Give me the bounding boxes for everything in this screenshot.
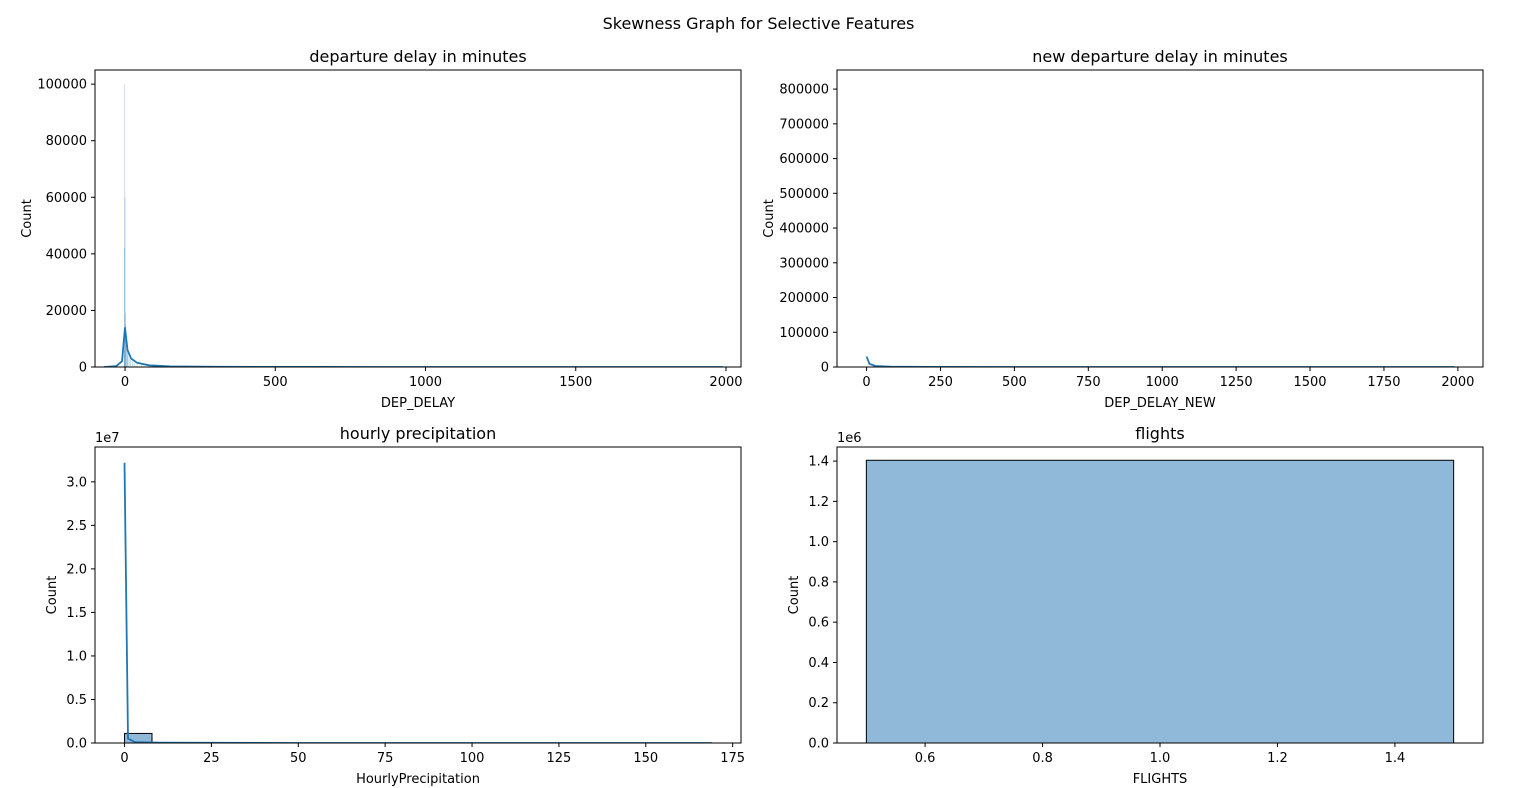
x-tick-label: 25 (203, 751, 220, 766)
x-tick-label: 1000 (409, 375, 442, 390)
x-axis-label: DEP_DELAY_NEW (1104, 396, 1216, 411)
y-tick-label: 2.5 (66, 519, 87, 534)
x-tick-label: 500 (1002, 375, 1027, 390)
x-tick-label: 1250 (1220, 375, 1253, 390)
x-tick-label: 1500 (559, 375, 592, 390)
subplot-title: departure delay in minutes (309, 47, 526, 66)
y-tick-label: 1.0 (66, 649, 87, 664)
plot-area (123, 462, 712, 743)
y-tick-label: 0.4 (808, 656, 829, 671)
plot-area (103, 84, 723, 367)
y-tick-label: 1.2 (808, 495, 829, 510)
subplot-title: hourly precipitation (340, 424, 496, 443)
x-axis-label: HourlyPrecipitation (356, 772, 480, 787)
y-tick-label: 80000 (46, 134, 87, 149)
y-tick-label: 400000 (779, 222, 829, 237)
axis-offset-text: 1e6 (837, 431, 862, 446)
x-tick-label: 150 (633, 751, 658, 766)
x-axis-label: FLIGHTS (1133, 772, 1188, 787)
subplot-title: new departure delay in minutes (1032, 47, 1288, 66)
y-tick-label: 300000 (779, 256, 829, 271)
figure-title: Skewness Graph for Selective Features (602, 14, 915, 33)
y-tick-label: 200000 (779, 291, 829, 306)
y-tick-label: 40000 (46, 247, 87, 262)
kde-line (865, 356, 1455, 367)
y-axis-label: Count (20, 199, 35, 238)
y-axis-label: Count (762, 199, 777, 238)
x-tick-label: 2000 (1441, 375, 1474, 390)
plot-area (865, 356, 1455, 367)
subplot-title: flights (1135, 424, 1184, 443)
x-tick-label: 100 (460, 751, 485, 766)
kde-line (123, 462, 712, 743)
axis-offset-text: 1e7 (95, 431, 120, 446)
y-tick-label: 0.0 (808, 737, 829, 752)
y-tick-label: 1.0 (808, 535, 829, 550)
x-tick-label: 0 (120, 751, 128, 766)
y-tick-label: 1.5 (66, 606, 87, 621)
x-tick-label: 1000 (1146, 375, 1179, 390)
x-tick-label: 125 (546, 751, 571, 766)
axes-frame (836, 69, 1484, 368)
histogram-bar (865, 459, 1455, 743)
x-axis-label: DEP_DELAY (381, 396, 455, 411)
y-tick-label: 0.8 (808, 575, 829, 590)
y-tick-label: 700000 (779, 117, 829, 132)
subplot-2: 0 250 500 750 1000 1250 1500 1750 2000 0 100000 200… (762, 47, 1484, 411)
x-tick-label: 1.0 (1150, 751, 1171, 766)
y-tick-label: 0.0 (66, 737, 87, 752)
x-tick-label: 50 (290, 751, 307, 766)
y-tick-label: 3.0 (66, 475, 87, 490)
x-tick-label: 0 (862, 375, 870, 390)
x-tick-label: 750 (1076, 375, 1101, 390)
axes-frame (94, 446, 742, 744)
x-tick-label: 175 (720, 751, 745, 766)
y-tick-label: 0.6 (808, 616, 829, 631)
x-tick-label: 0.6 (915, 751, 936, 766)
y-tick-label: 0 (821, 361, 829, 376)
x-tick-label: 0.8 (1032, 751, 1053, 766)
y-tick-label: 0.5 (66, 693, 87, 708)
axes-frame (94, 69, 742, 368)
x-tick-label: 2000 (709, 375, 742, 390)
y-axis-label: Count (45, 576, 60, 615)
subplot-4: 0.6 0.8 1.0 1.2 1.4 0.0 0.2 0.4 0.6 0.8 1.0 1.2 1.4 1… (787, 424, 1484, 787)
x-tick-label: 1.4 (1385, 751, 1406, 766)
y-tick-label: 800000 (779, 83, 829, 98)
y-tick-label: 100000 (779, 326, 829, 341)
y-tick-label: 0.2 (808, 696, 829, 711)
y-tick-label: 600000 (779, 152, 829, 167)
x-tick-label: 0 (121, 375, 129, 390)
x-tick-label: 250 (928, 375, 953, 390)
y-tick-label: 0 (79, 361, 87, 376)
subplot-3: 0 25 50 75 100 125 150 175 0.0 0.5 1.0 1.5 2.0 2.5 3.0… (45, 424, 745, 787)
y-tick-label: 60000 (46, 191, 87, 206)
x-tick-label: 1750 (1367, 375, 1400, 390)
subplot-1: 0 500 1000 1500 2000020000400006000080000100… (20, 47, 742, 411)
x-tick-label: 1.2 (1267, 751, 1288, 766)
x-tick-label: 75 (377, 751, 394, 766)
y-tick-label: 100000 (37, 78, 87, 93)
plot-area (865, 459, 1455, 743)
x-tick-label: 500 (263, 375, 288, 390)
y-tick-label: 2.0 (66, 562, 87, 577)
y-tick-label: 20000 (46, 304, 87, 319)
y-tick-label: 1.4 (808, 455, 829, 470)
y-tick-label: 500000 (779, 187, 829, 202)
y-axis-label: Count (787, 576, 802, 615)
x-tick-label: 1500 (1293, 375, 1326, 390)
kde-line (103, 327, 723, 367)
